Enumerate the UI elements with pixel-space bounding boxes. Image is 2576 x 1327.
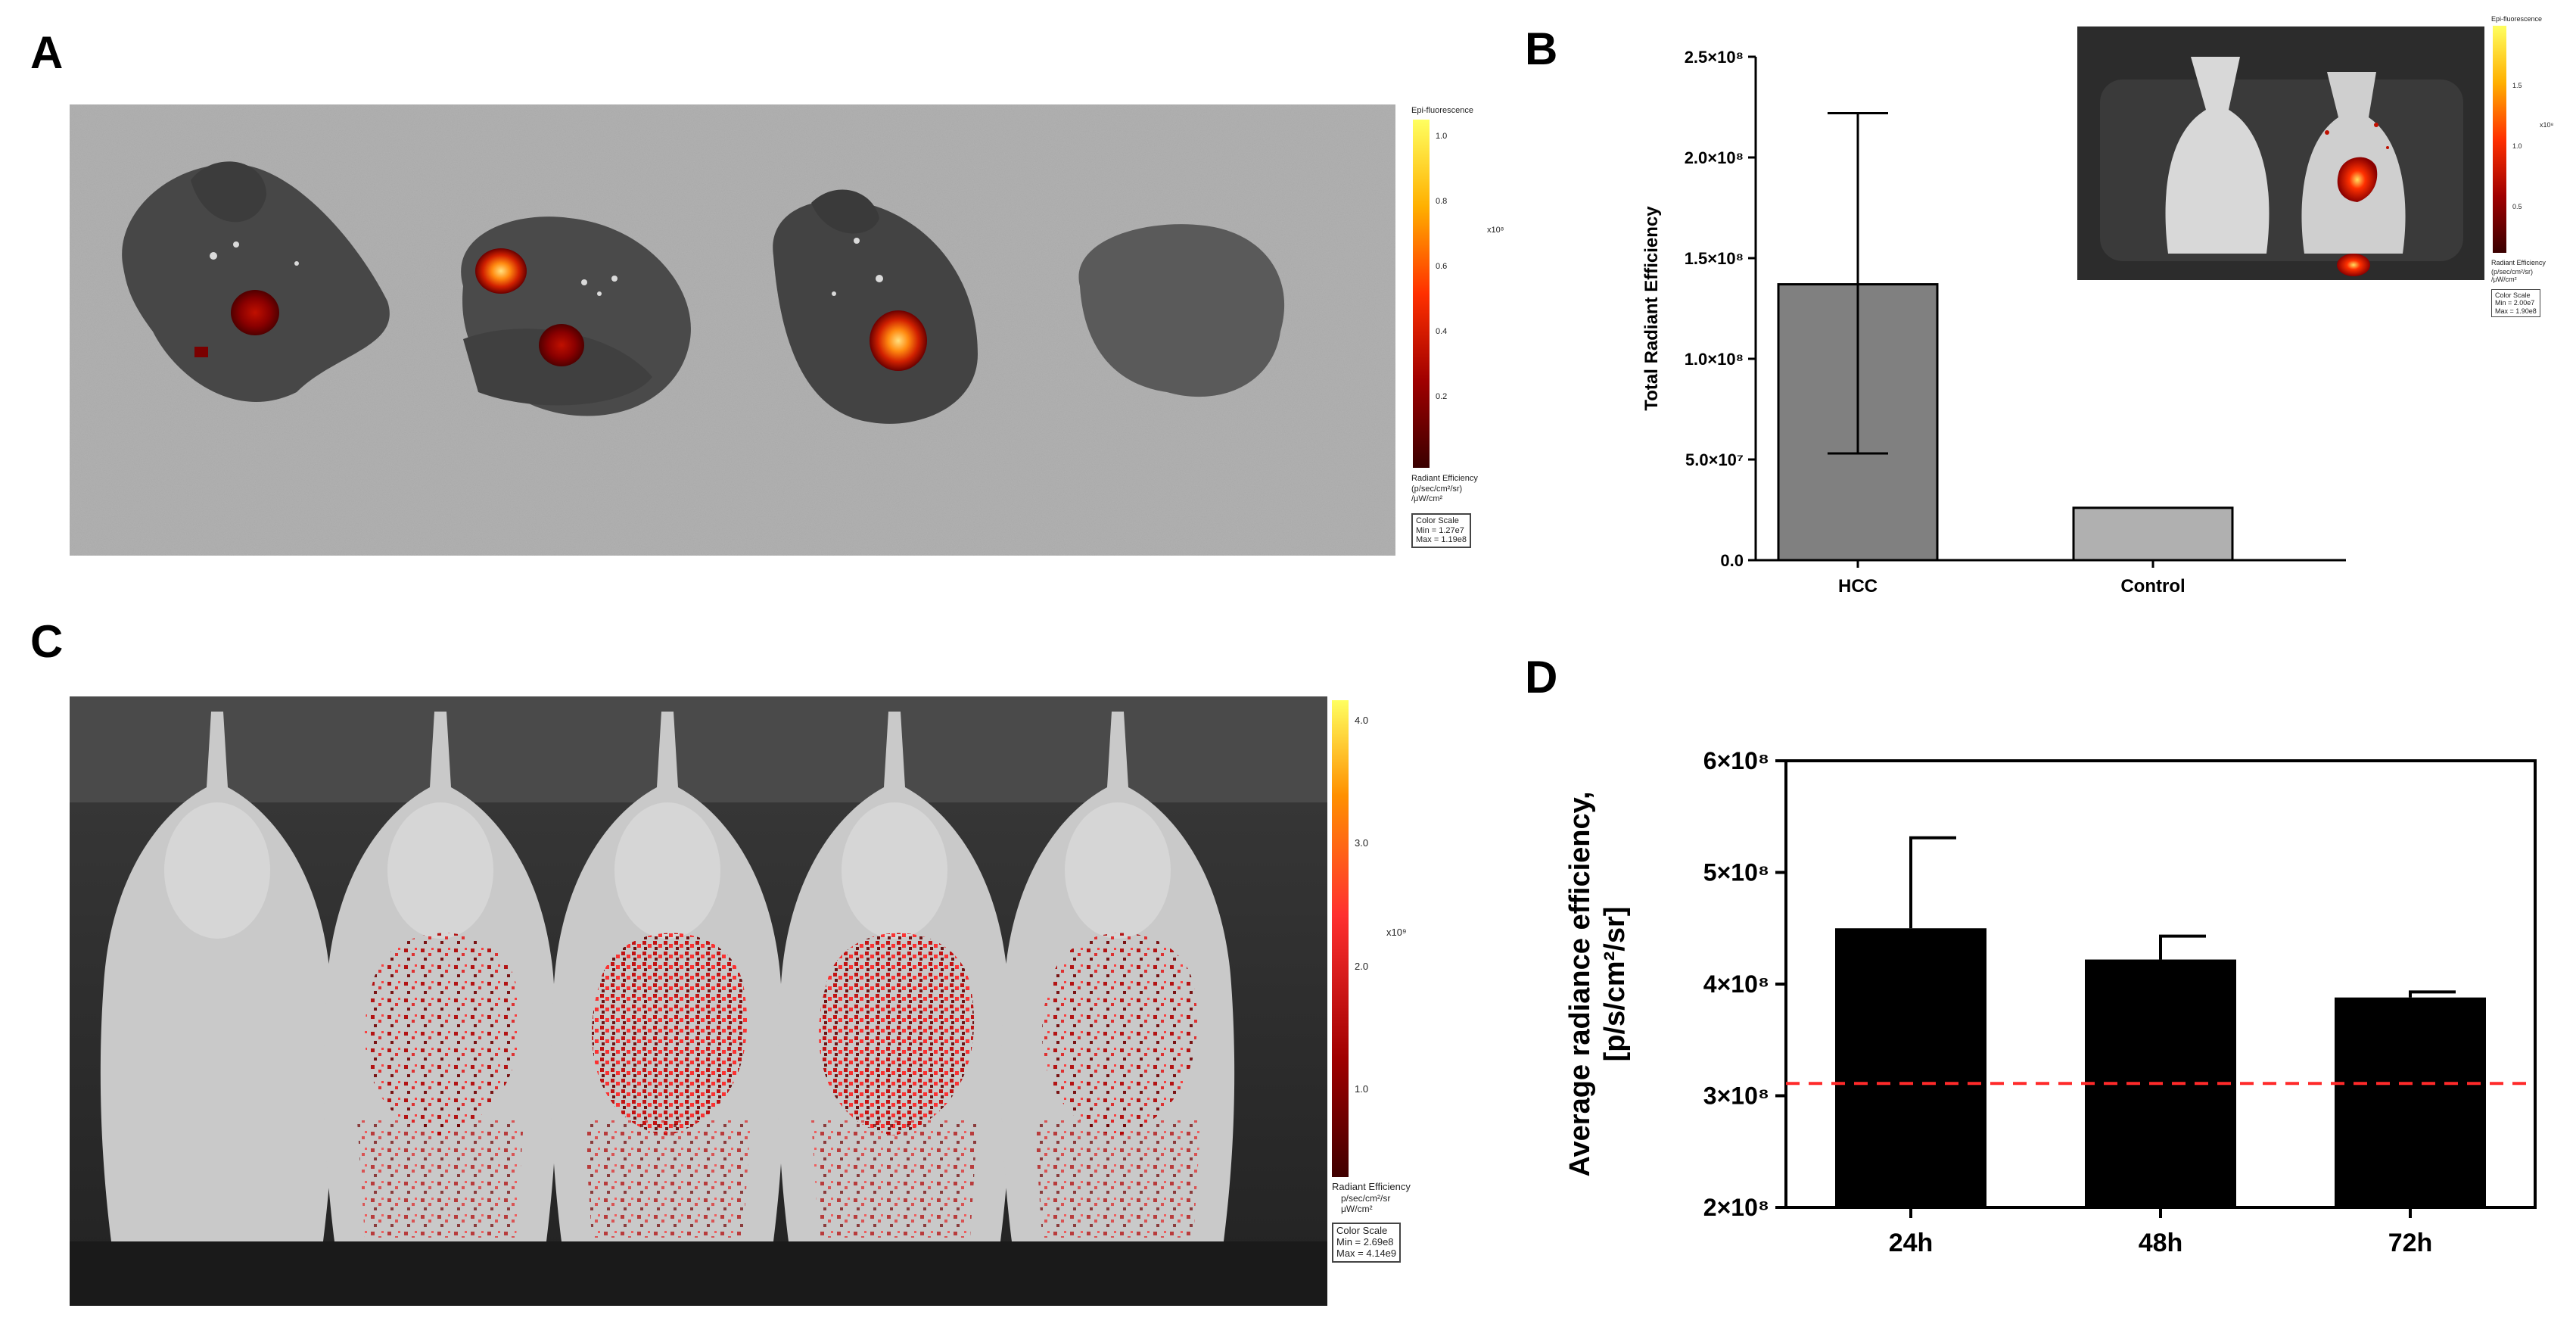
mouse-4 — [777, 712, 1012, 1241]
chart-d-y-tick-label: 5×10⁸ — [1703, 859, 1769, 886]
mouse-3 — [550, 712, 785, 1241]
chart-b-bar — [2072, 506, 2234, 562]
chart-d-x-tick-label: 48h — [2139, 1229, 2183, 1257]
panel-letter-b: B — [1525, 23, 1558, 74]
colorbar-a-tick: 0.2 — [1436, 392, 1448, 401]
organ-sample-2 — [461, 216, 691, 416]
chart-b-y-tick-label: 1.5×10⁸ — [1685, 249, 1744, 268]
colorbar-a-title: Epi-fluorescence — [1411, 106, 1473, 115]
colorbar-a-range-box: Color Scale Min = 1.27e7 Max = 1.19e8 — [1411, 513, 1471, 548]
mouse-5 — [1000, 712, 1235, 1241]
colorbar-b-unit: (p/sec/cm²/sr) /μW/cm² — [2491, 268, 2533, 284]
chart-b-x-tick-label: Control — [2120, 576, 2185, 597]
chart-d-y-tick-label: 3×10⁸ — [1703, 1082, 1769, 1110]
mice-fluorescence-image — [70, 696, 1327, 1306]
colorbar-a-unit: (p/sec/cm²/sr) /μW/cm² — [1411, 484, 1463, 503]
chart-d-y-axis-label: Average radiance efficiency, — [1564, 791, 1596, 1176]
colorbar-a-gradient — [1413, 120, 1430, 468]
chart-b: 0.0 5.0×10⁷ 1.0×10⁸ 1.5×10⁸ 2.0×10⁸ 2.5×10⁸ To… — [1641, 48, 2346, 597]
chart-b-x-tick-label: HCC — [1838, 576, 1878, 597]
organ-sample-4 — [1078, 224, 1285, 397]
colorbar-a-tick: 1.0 — [1436, 132, 1448, 141]
colorbar-b-unit-title: Radiant Efficiency — [2491, 259, 2546, 266]
colorbar-c-tick: 2.0 — [1355, 961, 1369, 972]
colorbar-b: Epi-fluorescence 1.5 1.0 0.5 x10⁸ Radian… — [2491, 15, 2574, 371]
inset-mouse-treated — [2301, 72, 2406, 276]
colorbar-b-tick: 1.0 — [2512, 142, 2522, 150]
chart-d-y-axis-unit: [p/s/cm²/sr] — [1599, 907, 1631, 1062]
colorbar-c-min: Min = 2.69e8 — [1336, 1235, 1394, 1248]
chart-b-y-tick-label: 2.0×10⁸ — [1685, 148, 1744, 167]
chart-b-y-tick-label: 0.0 — [1720, 551, 1744, 570]
colorbar-c-gradient — [1332, 700, 1349, 1177]
colorbar-a-max: Max = 1.19e8 — [1416, 535, 1467, 545]
colorbar-a-color-scale: Color Scale — [1416, 516, 1459, 525]
colorbar-b-color-scale: Color Scale — [2495, 291, 2531, 299]
inset-mouse-control — [2165, 57, 2270, 254]
colorbar-b-max: Max = 1.90e8 — [2495, 307, 2537, 315]
colorbar-c-tick: 4.0 — [1355, 715, 1369, 726]
colorbar-c-range-box: Color Scale Min = 2.69e8 Max = 4.14e9 — [1332, 1223, 1402, 1263]
colorbar-c-tick: 3.0 — [1355, 837, 1369, 849]
chart-d: 2×10⁸ 3×10⁸ 4×10⁸ 5×10⁸ 6×10⁸ Average radianc… — [1564, 747, 2537, 1257]
colorbar-b-tick: 0.5 — [2512, 203, 2522, 210]
organ-fluorescence-image — [70, 104, 1395, 556]
colorbar-b-title: Epi-fluorescence — [2491, 15, 2543, 23]
colorbar-b-exponent: x10⁸ — [2540, 121, 2554, 129]
colorbar-b-gradient — [2493, 26, 2506, 253]
colorbar-a-min: Min = 1.27e7 — [1416, 525, 1464, 535]
colorbar-c-max: Max = 4.14e9 — [1336, 1247, 1397, 1259]
organ-sample-3 — [773, 189, 978, 424]
colorbar-c-tick: 1.0 — [1355, 1083, 1369, 1095]
inset-mouse-image — [2077, 26, 2484, 280]
chart-b-y-tick-label: 5.0×10⁷ — [1685, 450, 1744, 469]
chart-b-y-tick-label: 2.5×10⁸ — [1685, 48, 1744, 67]
colorbar-c-exponent: x10⁹ — [1386, 927, 1407, 938]
chart-d-bar — [1835, 928, 1986, 1207]
colorbar-c-unit: p/sec/cm²/sr μW/cm² — [1341, 1193, 1391, 1214]
chart-b-y-tick-label: 1.0×10⁸ — [1685, 350, 1744, 369]
organ-sample-1 — [122, 161, 390, 402]
colorbar-a-tick: 0.6 — [1436, 262, 1448, 271]
panel-letter-c: C — [30, 616, 64, 667]
colorbar-c-color-scale: Color Scale — [1336, 1225, 1388, 1236]
colorbar-c: 4.0 3.0 2.0 1.0 x10⁹ Radiant Efficiency … — [1332, 700, 1438, 1306]
panel-letter-a: A — [30, 27, 64, 78]
colorbar-b-range-box: Color Scale Min = 2.00e7 Max = 1.90e8 — [2491, 289, 2540, 318]
colorbar-a-exponent: x10⁸ — [1487, 226, 1504, 235]
chart-b-y-axis-label: Total Radiant Efficiency — [1641, 206, 1662, 411]
panel-letter-d: D — [1525, 652, 1558, 702]
mouse-2 — [323, 712, 558, 1241]
colorbar-a-unit-title: Radiant Efficiency — [1411, 474, 1478, 483]
chart-d-y-tick-label: 4×10⁸ — [1703, 970, 1769, 998]
colorbar-a-tick: 0.4 — [1436, 327, 1448, 336]
mouse-1 — [100, 712, 334, 1241]
chart-d-bar — [2335, 997, 2486, 1207]
colorbar-a-tick: 0.8 — [1436, 197, 1448, 206]
colorbar-c-unit-title: Radiant Efficiency — [1332, 1181, 1411, 1192]
chart-d-y-tick-label: 2×10⁸ — [1703, 1194, 1769, 1221]
chart-d-x-tick-label: 24h — [1889, 1229, 1934, 1257]
chart-d-y-tick-label: 6×10⁸ — [1703, 747, 1769, 774]
colorbar-b-min: Min = 2.00e7 — [2495, 299, 2535, 307]
chart-d-x-tick-label: 72h — [2388, 1229, 2433, 1257]
colorbar-a: Epi-fluorescence 1.0 0.8 0.6 0.4 0.2 x10… — [1411, 106, 1525, 590]
colorbar-b-tick: 1.5 — [2512, 82, 2522, 89]
